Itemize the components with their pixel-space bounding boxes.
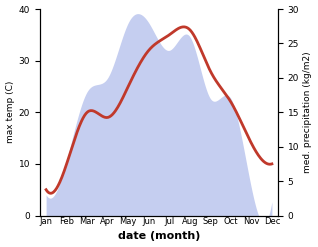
Y-axis label: max temp (C): max temp (C) — [5, 81, 15, 144]
Y-axis label: med. precipitation (kg/m2): med. precipitation (kg/m2) — [303, 51, 313, 173]
X-axis label: date (month): date (month) — [118, 231, 200, 242]
